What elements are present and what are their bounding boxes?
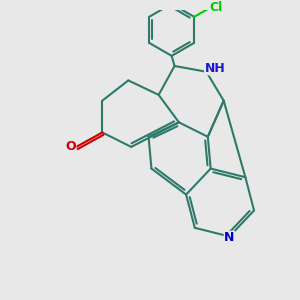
Text: O: O bbox=[65, 140, 76, 153]
Text: Cl: Cl bbox=[209, 1, 223, 14]
Text: N: N bbox=[224, 231, 235, 244]
Text: NH: NH bbox=[205, 62, 225, 75]
